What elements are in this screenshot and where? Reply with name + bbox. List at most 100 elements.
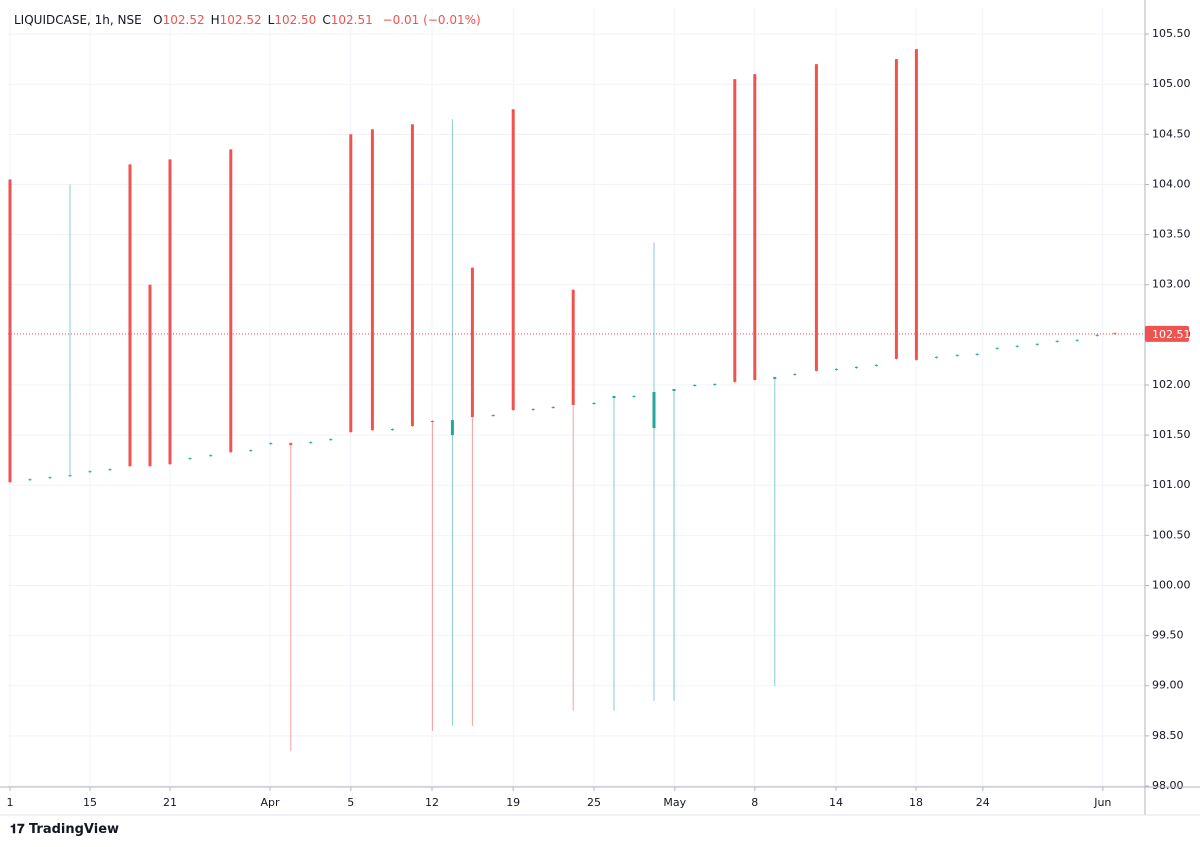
last-price-tag — [1145, 325, 1189, 342]
candle-body — [450, 420, 454, 436]
ohlc-key: C — [322, 13, 331, 27]
candle-body — [874, 364, 878, 366]
y-tick-label: 99.00 — [1152, 679, 1184, 692]
ohlc-value: 102.52 — [162, 13, 205, 27]
candle-body — [1015, 345, 1019, 347]
logo: 𝟏𝟕 — [10, 822, 29, 837]
candle-body — [854, 366, 858, 368]
candle-body — [955, 354, 959, 356]
candle-body — [390, 429, 394, 431]
candle-body — [370, 129, 374, 431]
symbol: LIQUIDCASE, 1h, NSE — [14, 13, 142, 27]
candle-body — [531, 409, 535, 411]
candle-body — [249, 450, 253, 452]
candle-body — [430, 421, 434, 423]
candle-body — [592, 403, 596, 405]
change: −0.01 (−0.01%) — [382, 13, 481, 27]
y-tick-label: 98.00 — [1152, 779, 1184, 792]
candle-body — [229, 149, 233, 453]
candle-body — [8, 179, 12, 483]
x-tick-label: 8 — [751, 796, 758, 809]
candle-body — [793, 373, 797, 375]
candle-body — [349, 134, 353, 433]
last-price-label: 102.51 — [1152, 328, 1191, 341]
candle-body — [1035, 343, 1039, 345]
candle-body — [1055, 340, 1059, 342]
y-tick-label: 99.50 — [1152, 629, 1184, 642]
ohlc-value: 102.51 — [330, 13, 373, 27]
candle-body — [148, 284, 152, 467]
candle-body — [995, 347, 999, 349]
x-tick-label: Apr — [260, 796, 280, 809]
y-tick-label: 103.50 — [1152, 228, 1191, 241]
x-tick-label: 5 — [347, 796, 354, 809]
x-tick-label: Jun — [1093, 796, 1111, 809]
y-tick-label: 101.50 — [1152, 428, 1191, 441]
candle-body — [834, 368, 838, 370]
y-tick-label: 105.00 — [1152, 77, 1191, 90]
candle-body — [571, 289, 575, 406]
candle-body — [470, 267, 474, 418]
candle-body — [511, 109, 515, 411]
candle-body — [551, 407, 555, 409]
candle-body — [168, 159, 172, 465]
candle-body — [88, 471, 92, 473]
x-tick-label: 18 — [909, 796, 923, 809]
x-tick-label: 24 — [976, 796, 990, 809]
candle-body — [491, 415, 495, 417]
y-tick-label: 103.00 — [1152, 278, 1191, 291]
candle-body — [209, 455, 213, 457]
candle-body — [269, 443, 273, 445]
candle-body — [914, 49, 918, 360]
x-tick-label: 25 — [587, 796, 601, 809]
y-tick-label: 101.00 — [1152, 478, 1191, 491]
brand-text: TradingView — [28, 822, 120, 837]
candle-body — [652, 391, 656, 429]
candle-body — [773, 376, 777, 379]
candle-body — [68, 475, 72, 477]
candle-body — [1075, 339, 1079, 341]
x-tick-label: 14 — [829, 796, 843, 809]
y-tick-label: 102.00 — [1152, 378, 1191, 391]
candle-body — [894, 59, 898, 359]
y-tick-label: 104.50 — [1152, 127, 1191, 140]
x-tick-label: 15 — [83, 796, 97, 809]
candle-body — [632, 395, 636, 397]
candle-body — [1095, 334, 1099, 336]
y-tick-label: 105.50 — [1152, 27, 1191, 40]
candle-body — [48, 477, 52, 479]
ohlc-key: L — [267, 13, 275, 27]
candle-body — [28, 479, 32, 481]
candle-body — [188, 458, 192, 460]
ohlc-value: 102.50 — [274, 13, 317, 27]
candle-body — [309, 442, 313, 444]
candle-body — [410, 124, 414, 427]
candle-body — [108, 469, 112, 471]
candle-body — [975, 353, 979, 355]
ohlc-key: H — [210, 13, 220, 27]
candle-body — [753, 74, 757, 380]
candle-body — [814, 64, 818, 371]
x-tick-label: 21 — [163, 796, 177, 809]
candle-body — [612, 395, 616, 399]
candle-body — [128, 164, 132, 467]
candle-body — [693, 384, 697, 386]
y-tick-label: 104.00 — [1152, 177, 1191, 190]
ohlc-key: O — [153, 13, 163, 27]
candle-body — [934, 356, 938, 358]
ohlc: O102.52 H102.52 L102.50 C102.51 — [153, 13, 379, 27]
candle-body — [1113, 332, 1117, 334]
y-tick-label: 98.50 — [1152, 729, 1184, 742]
candle-body — [733, 79, 737, 382]
x-tick-label: 19 — [506, 796, 520, 809]
candle-body — [713, 383, 717, 385]
branding: 𝟏𝟕 TradingView — [10, 822, 119, 837]
x-tick-label: May — [663, 796, 686, 809]
y-tick-label: 100.50 — [1152, 528, 1191, 541]
x-tick-label: 1 — [7, 796, 14, 809]
candle-body — [329, 439, 333, 441]
y-tick-label: 100.00 — [1152, 578, 1191, 591]
legend: LIQUIDCASE, 1h, NSE O102.52 H102.52 L102.5… — [14, 13, 487, 27]
